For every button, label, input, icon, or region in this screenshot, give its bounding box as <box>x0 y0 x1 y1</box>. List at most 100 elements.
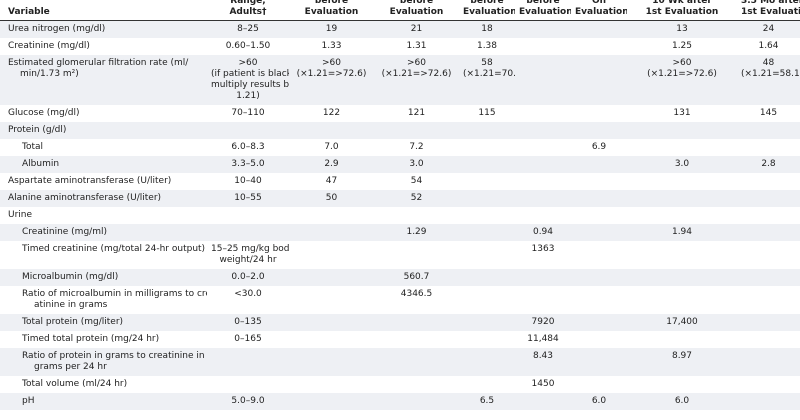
cell-line: 11,484 <box>527 334 559 344</box>
cell-line: 1st Evaluation <box>741 7 800 17</box>
cell-line: 6.9 <box>591 142 607 152</box>
value-cell: 11,484 <box>515 331 571 348</box>
value-cell <box>459 348 515 376</box>
value-cell: 3.3–5.0 <box>207 156 289 173</box>
value-cell <box>374 207 459 224</box>
value-cell <box>737 241 800 269</box>
cell-line: 560.7 <box>403 272 430 282</box>
cell-line: 47 <box>325 176 338 186</box>
cell-line: 8.97 <box>671 351 693 361</box>
table-row: Timed creatinine (mg/total 24-hr output)… <box>0 241 800 269</box>
cell-line: 8–25 <box>237 24 259 34</box>
cell-line: Ratio of microalbumin in milligrams to c… <box>22 289 207 299</box>
value-cell <box>627 331 737 348</box>
cell-line: 6.0 <box>591 396 607 406</box>
value-cell <box>515 393 571 410</box>
cell-line: 8.43 <box>532 351 554 361</box>
cell-line: 3.0 <box>674 159 690 169</box>
table-row: Glucose (mg/dl) 70–110 122 121 115 131 145 <box>0 105 800 122</box>
value-cell: 0–165 <box>207 331 289 348</box>
value-cell <box>374 314 459 331</box>
cell-line: 1.21) <box>236 91 260 101</box>
cell-line: Urea nitrogen (mg/dl) <box>8 24 106 34</box>
cell-line: 122 <box>322 108 341 118</box>
value-cell: 8.97 <box>627 348 737 376</box>
value-cell: 0–135 <box>207 314 289 331</box>
cell-line: 50 <box>325 193 338 203</box>
value-cell <box>737 173 800 190</box>
value-cell <box>459 286 515 314</box>
value-cell <box>627 241 737 269</box>
value-cell <box>627 173 737 190</box>
value-cell <box>571 156 627 173</box>
value-cell <box>571 21 627 39</box>
cell-line: 121 <box>407 108 426 118</box>
cell-line: before <box>470 0 504 6</box>
value-cell <box>207 207 289 224</box>
value-cell <box>627 139 737 156</box>
cell-line: Adults† <box>229 7 267 17</box>
cell-line: Evaluation <box>304 7 359 17</box>
variable-cell: Alanine aminotransferase (U/liter) <box>0 190 207 207</box>
value-cell: 21 <box>374 21 459 39</box>
header-cell: before Evaluation <box>459 0 515 21</box>
value-cell <box>515 173 571 190</box>
value-cell <box>207 122 289 139</box>
value-cell: 115 <box>459 105 515 122</box>
cell-line: 17,400 <box>666 317 698 327</box>
value-cell: 13 <box>627 21 737 39</box>
value-cell: 3.0 <box>627 156 737 173</box>
cell-line: 115 <box>478 108 496 118</box>
value-cell <box>289 348 374 376</box>
value-cell: 8–25 <box>207 21 289 39</box>
header-cell: 10 Wk after 1st Evaluation <box>627 0 737 21</box>
cell-line: 0–165 <box>234 334 262 344</box>
cell-line: Timed creatinine (mg/total 24-hr output) <box>22 244 206 254</box>
value-cell <box>571 376 627 393</box>
value-cell: >60 (×1.21=>72.6) <box>374 55 459 105</box>
cell-line: 10–40 <box>234 176 262 186</box>
cell-line: 5.0–9.0 <box>231 396 265 406</box>
value-cell: 6.0 <box>571 393 627 410</box>
variable-cell: Ratio of microalbumin in milligrams to c… <box>0 286 207 314</box>
value-cell <box>737 314 800 331</box>
value-cell <box>515 139 571 156</box>
value-cell <box>459 331 515 348</box>
cell-line: Glucose (mg/dl) <box>8 108 80 118</box>
cell-line: Estimated glomerular filtration rate (ml… <box>8 58 189 68</box>
value-cell <box>207 348 289 376</box>
value-cell <box>459 269 515 286</box>
cell-line: Total protein (mg/liter) <box>22 317 124 327</box>
table-row: pH 5.0–9.0 6.5 6.0 6.0 <box>0 393 800 410</box>
cell-line: >60 <box>672 58 692 68</box>
cell-line: Creatinine (mg/ml) <box>22 227 107 237</box>
value-cell <box>737 207 800 224</box>
value-cell: 6.9 <box>571 139 627 156</box>
cell-line: 131 <box>673 108 691 118</box>
value-cell <box>459 156 515 173</box>
table-row: Total protein (mg/liter) 0–135 7920 17,400 <box>0 314 800 331</box>
value-cell: 70–110 <box>207 105 289 122</box>
value-cell <box>627 376 737 393</box>
value-cell <box>289 376 374 393</box>
table-row: Creatinine (mg/ml) 1.29 0.94 1.94 <box>0 224 800 241</box>
value-cell <box>374 348 459 376</box>
value-cell: 24 <box>737 21 800 39</box>
value-cell: 7920 <box>515 314 571 331</box>
value-cell <box>459 190 515 207</box>
value-cell <box>207 376 289 393</box>
value-cell <box>459 122 515 139</box>
variable-cell: pH <box>0 393 207 410</box>
value-cell <box>571 55 627 105</box>
value-cell: 3.0 <box>374 156 459 173</box>
cell-line: Urine <box>8 210 33 220</box>
value-cell: 58(×1.21=70.2) <box>459 55 515 105</box>
table-row: Timed total protein (mg/24 hr) 0–165 11,48… <box>0 331 800 348</box>
value-cell <box>515 156 571 173</box>
cell-line: 54 <box>410 176 423 186</box>
value-cell <box>627 122 737 139</box>
value-cell: 7.0 <box>289 139 374 156</box>
variable-cell: Ratio of protein in grams to creatinine … <box>0 348 207 376</box>
